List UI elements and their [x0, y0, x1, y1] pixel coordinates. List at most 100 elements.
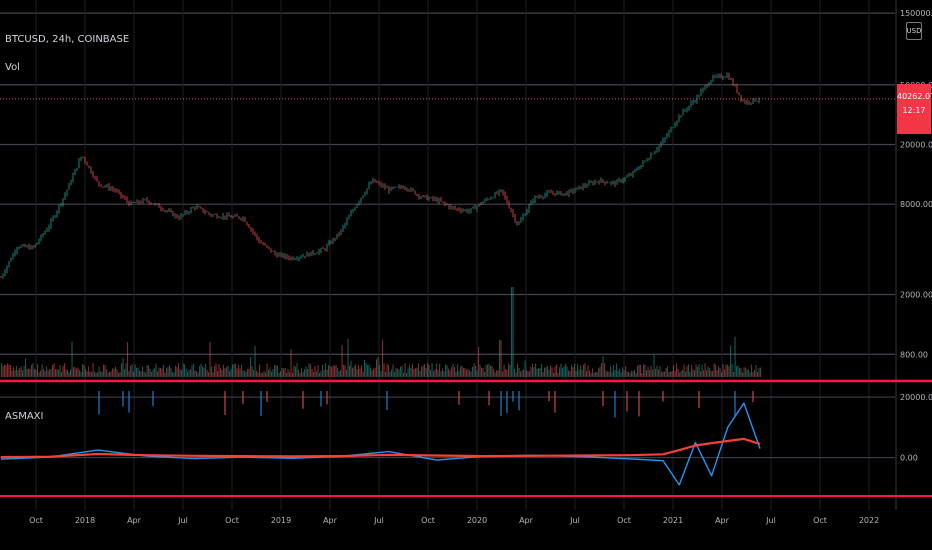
- volume-bar: [709, 368, 711, 377]
- volume-bar: [722, 364, 724, 377]
- volume-bar: [202, 366, 204, 377]
- volume-bar: [337, 367, 339, 377]
- volume-bar: [100, 371, 102, 377]
- volume-bar: [397, 368, 399, 377]
- volume-bar: [460, 366, 462, 377]
- volume-bar: [416, 367, 418, 377]
- volume-bar: [317, 365, 319, 377]
- volume-bar: [74, 367, 76, 377]
- volume-bar: [652, 369, 654, 377]
- volume-bar: [254, 345, 256, 377]
- volume-bar: [113, 368, 115, 377]
- volume-bar: [721, 372, 723, 377]
- volume-bar: [691, 365, 693, 377]
- volume-bar: [626, 371, 628, 377]
- volume-bar: [133, 371, 135, 377]
- volume-bar: [88, 366, 90, 377]
- volume-bar: [277, 365, 279, 377]
- volume-bar: [610, 366, 612, 377]
- volume-bar: [380, 371, 382, 377]
- volume-bar: [4, 364, 6, 377]
- volume-bar: [178, 363, 180, 377]
- volume-bar: [365, 363, 367, 377]
- volume-bar: [593, 372, 595, 377]
- volume-bar: [514, 368, 516, 377]
- volume-bar: [169, 365, 171, 377]
- volume-bar: [68, 371, 70, 377]
- volume-bar: [257, 372, 259, 377]
- volume-bar: [185, 368, 187, 377]
- volume-bar: [667, 366, 669, 377]
- volume-bar: [199, 366, 201, 377]
- time-tick-label: Jul: [569, 516, 580, 525]
- volume-bar: [568, 370, 570, 377]
- volume-bar: [305, 366, 307, 377]
- volume-bar: [682, 369, 684, 377]
- volume-bar: [641, 372, 643, 377]
- volume-bar: [410, 367, 412, 377]
- volume-bar: [253, 370, 255, 377]
- volume-bar: [524, 360, 526, 377]
- volume-bar: [230, 368, 232, 377]
- volume-bar: [494, 372, 496, 377]
- volume-bar: [157, 371, 159, 377]
- volume-bar: [658, 369, 660, 377]
- volume-bar: [341, 345, 343, 377]
- volume-bar: [547, 365, 549, 377]
- volume-bar: [226, 366, 228, 377]
- volume-bar: [508, 363, 510, 377]
- volume-bar: [731, 364, 733, 377]
- volume-bar: [250, 357, 252, 377]
- volume-bar: [554, 366, 556, 377]
- volume-bar: [614, 370, 616, 377]
- volume-bar: [743, 367, 745, 377]
- volume-bar: [602, 356, 604, 377]
- volume-bar: [265, 372, 267, 377]
- time-tick-label: Jul: [177, 516, 188, 525]
- volume-bar: [286, 372, 288, 377]
- volume-bar: [445, 364, 447, 377]
- volume-bar: [118, 372, 120, 377]
- volume-bar: [293, 365, 295, 377]
- volume-bar: [229, 371, 231, 377]
- volume-bar: [101, 371, 103, 377]
- volume-bar: [373, 368, 375, 377]
- volume-bar: [608, 371, 610, 377]
- volume-bar: [520, 371, 522, 377]
- volume-bar: [145, 372, 147, 377]
- volume-bar: [332, 365, 334, 377]
- volume-bar: [406, 372, 408, 377]
- volume-bar: [692, 369, 694, 377]
- volume-bar: [187, 371, 189, 377]
- currency-badge[interactable]: USD: [906, 22, 922, 40]
- volume-bar: [325, 363, 327, 377]
- volume-bar: [188, 370, 190, 377]
- volume-bar: [308, 363, 310, 377]
- price-tick-label: 2000.00: [900, 291, 932, 300]
- volume-bar: [242, 370, 244, 377]
- volume-bar: [311, 368, 313, 377]
- volume-bar: [271, 371, 273, 377]
- volume-bar: [298, 369, 300, 377]
- volume-bar: [583, 364, 585, 377]
- volume-bar: [232, 364, 234, 377]
- volume-bar: [724, 369, 726, 377]
- volume-bar: [433, 371, 435, 377]
- volume-bar: [106, 369, 108, 377]
- volume-bar: [172, 372, 174, 377]
- volume-bar: [539, 368, 541, 377]
- volume-bar: [698, 363, 700, 377]
- volume-bar: [119, 372, 121, 377]
- volume-bar: [703, 370, 705, 377]
- volume-bar: [611, 372, 613, 377]
- volume-bar: [214, 365, 216, 377]
- volume-bar: [11, 370, 13, 377]
- volume-bar: [163, 364, 165, 377]
- volume-bar: [353, 366, 355, 377]
- volume-bar: [752, 371, 754, 377]
- volume-bar: [73, 367, 75, 377]
- volume-bar: [2, 366, 4, 377]
- time-tick-label: 2019: [271, 516, 291, 525]
- volume-bar: [403, 372, 405, 377]
